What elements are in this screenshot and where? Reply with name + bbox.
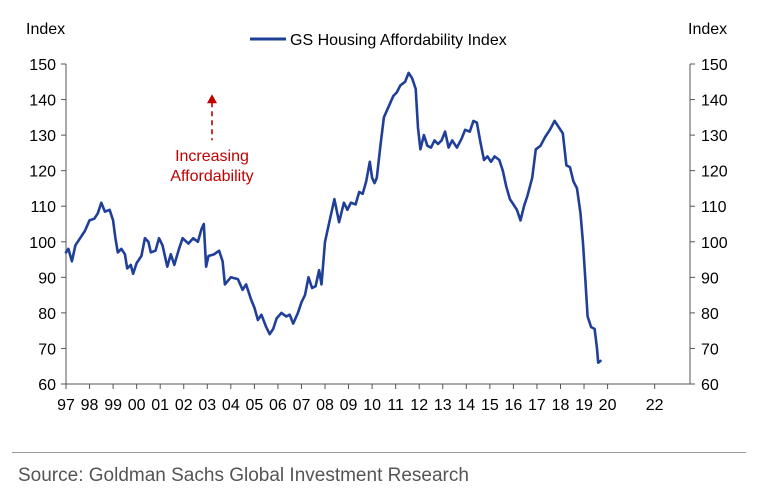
y-tick-label-left: 120 bbox=[29, 164, 56, 181]
x-tick-label: 98 bbox=[81, 397, 99, 414]
y-axis-title-right: Index bbox=[688, 21, 727, 38]
y-axis-right: 60 70 80 90 100 110 120 130 140 150 bbox=[689, 57, 728, 394]
x-tick-label: 06 bbox=[269, 397, 287, 414]
y-tick-label-left: 60 bbox=[38, 377, 56, 394]
x-tick-label: 09 bbox=[340, 397, 358, 414]
x-tick-label: 17 bbox=[528, 397, 546, 414]
x-tick-label: 12 bbox=[410, 397, 428, 414]
y-tick-label-left: 130 bbox=[29, 128, 56, 145]
y-tick-label-left: 70 bbox=[38, 341, 56, 358]
x-tick-label: 02 bbox=[175, 397, 193, 414]
y-axis-left: 60 70 80 90 100 110 120 130 140 150 bbox=[29, 57, 67, 394]
x-tick-label: 18 bbox=[552, 397, 570, 414]
y-tick-label-right: 80 bbox=[701, 306, 719, 323]
x-tick-label: 08 bbox=[316, 397, 334, 414]
x-tick-label: 15 bbox=[481, 397, 499, 414]
x-tick-label: 11 bbox=[387, 397, 404, 414]
annotation: Increasing Affordability bbox=[170, 94, 254, 185]
y-tick-label-right: 90 bbox=[701, 270, 719, 287]
y-tick-label-right: 150 bbox=[701, 57, 728, 74]
x-tick-label: 99 bbox=[104, 397, 122, 414]
annotation-text-line1: Increasing bbox=[175, 148, 249, 165]
x-tick-label: 13 bbox=[434, 397, 452, 414]
x-tick-label: 00 bbox=[128, 397, 146, 414]
x-tick-label: 19 bbox=[575, 397, 593, 414]
y-axis-title-left: Index bbox=[26, 21, 65, 38]
y-tick-label-right: 120 bbox=[701, 164, 728, 181]
x-tick-label: 04 bbox=[222, 397, 240, 414]
y-tick-label-right: 70 bbox=[701, 341, 719, 358]
annotation-text-line2: Affordability bbox=[170, 168, 253, 185]
y-tick-label-right: 60 bbox=[701, 377, 719, 394]
y-tick-label-left: 90 bbox=[38, 270, 56, 287]
y-tick-label-left: 100 bbox=[29, 235, 56, 252]
y-tick-label-right: 140 bbox=[701, 93, 728, 110]
y-tick-label-left: 80 bbox=[38, 306, 56, 323]
x-tick-label: 20 bbox=[599, 397, 617, 414]
y-tick-label-right: 110 bbox=[701, 199, 727, 216]
y-tick-label-left: 140 bbox=[29, 93, 56, 110]
source-note: Source: Goldman Sachs Global Investment … bbox=[18, 465, 469, 486]
x-axis: 97 98 99 00 01 02 03 04 05 06 07 08 09 10 11 12 13 14 15 16… bbox=[57, 383, 690, 414]
y-tick-label-left: 110 bbox=[30, 199, 56, 216]
y-tick-label-left: 150 bbox=[29, 57, 56, 74]
legend: GS Housing Affordability Index bbox=[250, 32, 507, 49]
x-tick-label: 01 bbox=[151, 397, 169, 414]
x-tick-label: 22 bbox=[646, 397, 664, 414]
legend-label: GS Housing Affordability Index bbox=[290, 32, 507, 49]
x-tick-label: 16 bbox=[504, 397, 522, 414]
footer-divider bbox=[12, 452, 746, 453]
x-tick-label: 03 bbox=[198, 397, 216, 414]
y-tick-label-right: 100 bbox=[701, 235, 728, 252]
x-tick-label: 10 bbox=[363, 397, 381, 414]
x-tick-label: 05 bbox=[245, 397, 263, 414]
annotation-arrow-head bbox=[206, 94, 217, 104]
x-tick-label: 97 bbox=[57, 397, 75, 414]
series-line bbox=[64, 71, 602, 364]
x-tick-label: 14 bbox=[457, 397, 475, 414]
y-tick-label-right: 130 bbox=[701, 128, 728, 145]
x-tick-label: 07 bbox=[293, 397, 311, 414]
